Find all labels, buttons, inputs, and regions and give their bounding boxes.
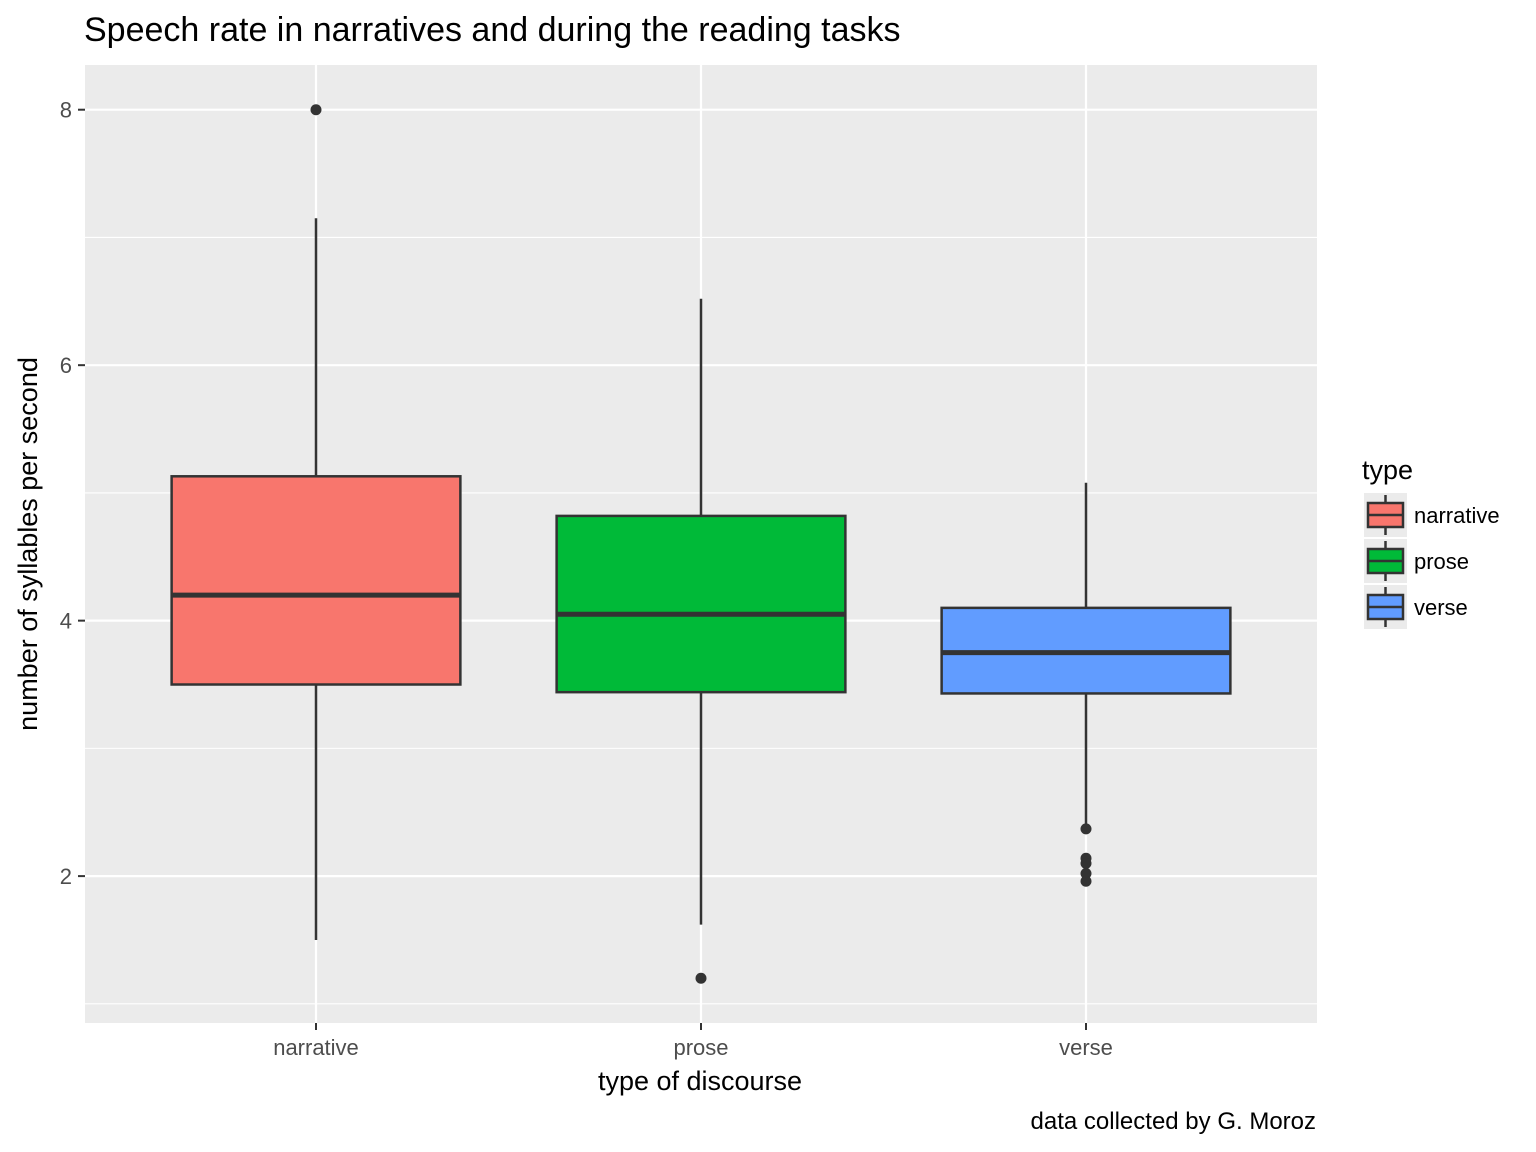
x-tick-label: verse	[1059, 1035, 1113, 1060]
outlier-point	[1080, 857, 1092, 869]
legend: type narrative prose verse	[1362, 455, 1500, 629]
outlier-point	[695, 972, 707, 984]
legend-item-narrative: narrative	[1364, 493, 1500, 537]
boxplots	[170, 104, 1232, 984]
x-axis-title: type of discourse	[598, 1066, 802, 1096]
legend-label: verse	[1414, 595, 1468, 620]
x-axis: narrative prose verse	[273, 1023, 1113, 1060]
box-iqr	[170, 475, 462, 686]
legend-label: prose	[1414, 549, 1469, 574]
x-tick-label: narrative	[273, 1035, 359, 1060]
legend-label: narrative	[1414, 503, 1500, 528]
legend-item-prose: prose	[1364, 539, 1469, 583]
caption: data collected by G. Moroz	[1031, 1108, 1316, 1135]
y-axis: 2 4 6 8	[60, 98, 85, 889]
outlier-point	[1080, 823, 1092, 835]
y-tick-label: 8	[60, 98, 72, 123]
box-narrative	[170, 104, 462, 940]
y-tick-label: 2	[60, 864, 72, 889]
y-tick-label: 4	[60, 609, 72, 634]
x-tick-label: prose	[673, 1035, 728, 1060]
box-prose	[555, 298, 847, 984]
legend-title: type	[1362, 455, 1413, 485]
outlier-point	[1080, 868, 1092, 880]
outlier-point	[310, 104, 322, 116]
box-iqr	[555, 514, 847, 694]
outlier-point	[1080, 875, 1092, 887]
legend-item-verse: verse	[1364, 585, 1468, 629]
chart-title: Speech rate in narratives and during the…	[84, 11, 901, 49]
box-verse	[940, 482, 1232, 887]
y-tick-label: 6	[60, 353, 72, 378]
y-axis-title: number of syllables per second	[13, 357, 43, 731]
